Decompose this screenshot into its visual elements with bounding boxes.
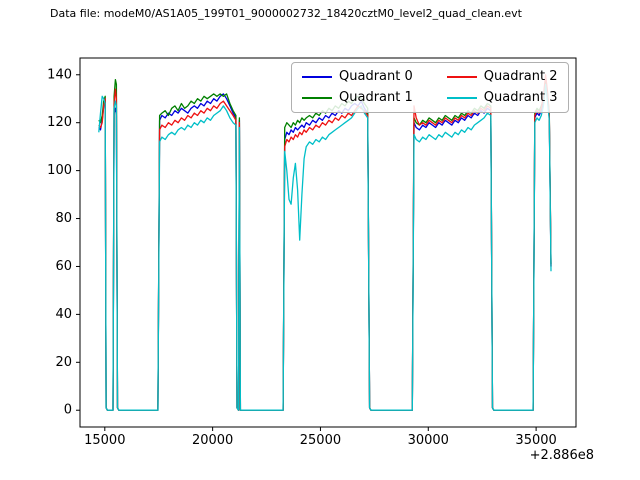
y-tick-label: 100 [47,163,72,178]
series-line-quadrant-2 [98,74,552,411]
legend-item-quadrant-3: Quadrant 3 [446,90,558,106]
legend-line-quadrant-0 [302,76,332,78]
x-tick-label: 25000 [300,433,341,448]
series-line-quadrant-3 [98,83,552,411]
axes-frame [79,57,577,428]
legend-label-quadrant-2: Quadrant 2 [483,69,558,84]
y-tick-label: 60 [55,259,72,274]
x-tick-label: 15000 [84,433,125,448]
legend-line-quadrant-3 [446,97,477,99]
y-tick-label: 40 [55,307,72,322]
legend-line-quadrant-1 [302,97,332,99]
y-tick-label: 0 [64,403,72,418]
legend-label-quadrant-1: Quadrant 1 [339,90,413,105]
legend-item-quadrant-0: Quadrant 0 [302,69,413,85]
legend-label-quadrant-3: Quadrant 3 [483,90,558,105]
series-line-quadrant-0 [98,83,552,411]
legend: Quadrant 0 Quadrant 1 Quadrant 2 Quadran… [291,62,569,113]
x-axis-offset-label: +2.886e8 [529,448,594,463]
series-line-quadrant-1 [98,78,552,411]
legend-line-quadrant-2 [446,76,477,78]
y-tick-label: 20 [55,355,72,370]
series-group [98,74,552,411]
legend-item-quadrant-1: Quadrant 1 [302,90,413,106]
x-tick-label: 35000 [515,433,556,448]
x-tick-label: 20000 [192,433,233,448]
chart-title: Data file: modeM0/AS1A05_199T01_90000027… [50,7,522,20]
y-tick-label: 120 [47,115,72,130]
legend-item-quadrant-2: Quadrant 2 [446,69,558,85]
x-tick-label: 30000 [408,433,449,448]
y-tick-label: 140 [47,67,72,82]
y-tick-label: 80 [55,211,72,226]
legend-label-quadrant-0: Quadrant 0 [339,69,413,84]
